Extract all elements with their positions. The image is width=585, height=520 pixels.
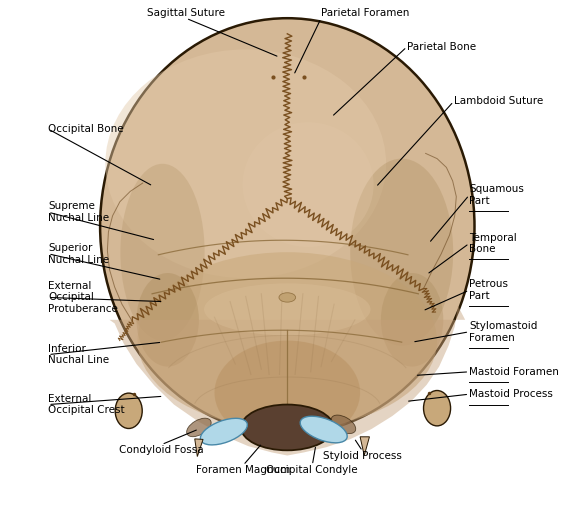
Ellipse shape <box>137 252 437 429</box>
Text: Styloid Process: Styloid Process <box>324 451 402 461</box>
Text: Superior
Nuchal Line: Superior Nuchal Line <box>48 243 109 265</box>
Text: Squamous
Part: Squamous Part <box>469 184 524 206</box>
Ellipse shape <box>115 393 142 428</box>
Ellipse shape <box>350 159 453 346</box>
Text: Lambdoid Suture: Lambdoid Suture <box>454 96 543 107</box>
Ellipse shape <box>100 18 474 434</box>
Ellipse shape <box>215 341 360 445</box>
Ellipse shape <box>381 273 443 367</box>
Polygon shape <box>195 439 203 457</box>
Text: Inferior
Nuchal Line: Inferior Nuchal Line <box>48 344 109 366</box>
Ellipse shape <box>279 293 295 302</box>
Text: Occipital Bone: Occipital Bone <box>48 124 123 134</box>
Ellipse shape <box>300 416 347 443</box>
Ellipse shape <box>331 415 356 434</box>
Text: Mastoid Process: Mastoid Process <box>469 389 553 399</box>
Text: Stylomastoid
Foramen: Stylomastoid Foramen <box>469 321 538 343</box>
Text: Sagittal Suture: Sagittal Suture <box>147 8 225 18</box>
Polygon shape <box>109 306 465 456</box>
Text: Foramen Magnum: Foramen Magnum <box>196 465 290 475</box>
Text: Supreme
Nuchal Line: Supreme Nuchal Line <box>48 201 109 223</box>
Ellipse shape <box>187 418 211 437</box>
Ellipse shape <box>424 391 450 426</box>
Polygon shape <box>360 437 370 456</box>
Text: External
Occipital Crest: External Occipital Crest <box>48 394 125 415</box>
Ellipse shape <box>204 283 370 335</box>
Ellipse shape <box>136 273 199 367</box>
Ellipse shape <box>105 49 386 278</box>
Ellipse shape <box>241 405 333 450</box>
Text: Parietal Bone: Parietal Bone <box>407 42 476 52</box>
Text: Occipital Condyle: Occipital Condyle <box>266 465 358 475</box>
Text: Mastoid Foramen: Mastoid Foramen <box>469 367 559 377</box>
Text: Parietal Foramen: Parietal Foramen <box>321 8 410 18</box>
Ellipse shape <box>243 122 374 247</box>
Text: External
Occipital
Protuberance: External Occipital Protuberance <box>48 281 118 314</box>
Ellipse shape <box>121 164 205 341</box>
Text: Petrous
Part: Petrous Part <box>469 279 508 301</box>
Text: Condyloid Fossa: Condyloid Fossa <box>119 445 204 454</box>
Ellipse shape <box>200 418 247 445</box>
Text: Temporal
Bone: Temporal Bone <box>469 232 517 254</box>
